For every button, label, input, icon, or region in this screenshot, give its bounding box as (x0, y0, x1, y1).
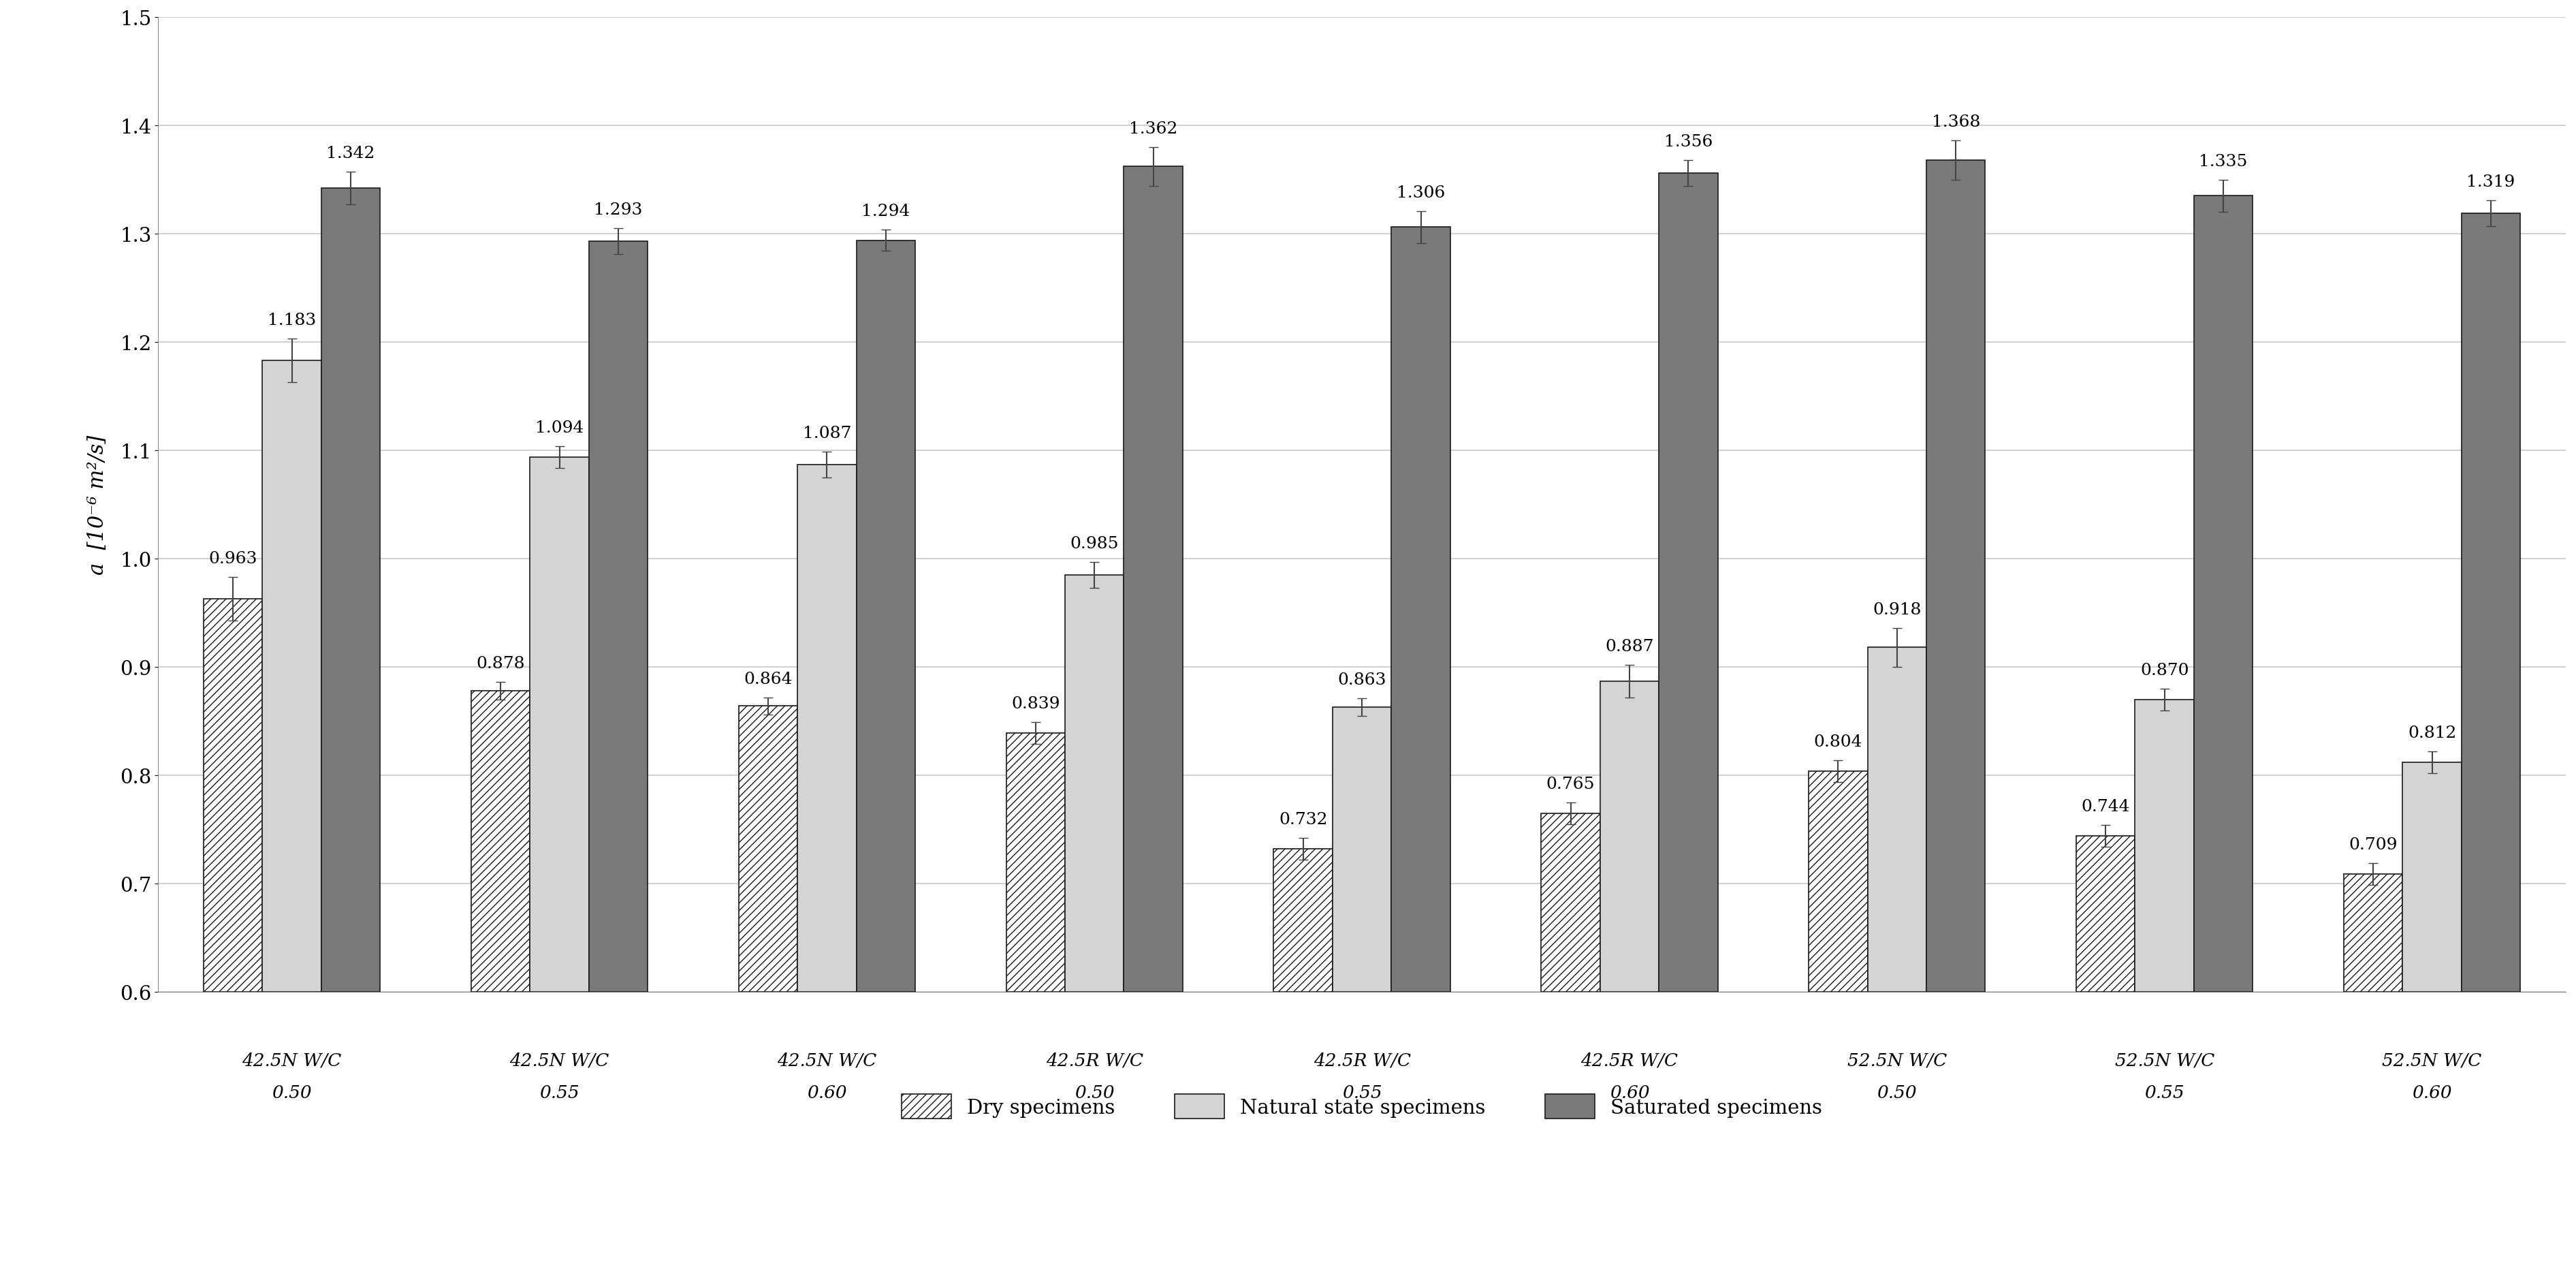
Text: 0.50: 0.50 (1878, 1084, 1917, 1101)
Bar (2463, 214, 2519, 992)
Text: 42.5R W/C: 42.5R W/C (1314, 1051, 1412, 1069)
Text: 0.50: 0.50 (1074, 1084, 1115, 1101)
Bar (2076, 836, 2136, 992)
Text: 0.765: 0.765 (1546, 777, 1595, 792)
Bar (1064, 576, 1123, 992)
Text: 0.918: 0.918 (1873, 602, 1922, 617)
Text: 0.744: 0.744 (2081, 799, 2130, 815)
Bar (531, 457, 590, 992)
Text: 0.839: 0.839 (1012, 696, 1059, 712)
Bar (2403, 763, 2463, 992)
Text: 42.5N W/C: 42.5N W/C (242, 1051, 343, 1069)
Y-axis label: a  [10⁻⁶ m²/s]: a [10⁻⁶ m²/s] (88, 435, 108, 574)
Bar (322, 188, 381, 992)
Text: 0.812: 0.812 (2409, 725, 2458, 741)
Text: 52.5N W/C: 52.5N W/C (2115, 1051, 2215, 1069)
Bar (471, 691, 531, 992)
Text: 0.887: 0.887 (1605, 639, 1654, 654)
Bar (2195, 196, 2254, 992)
Text: 0.709: 0.709 (2349, 836, 2398, 853)
Bar (1273, 849, 1332, 992)
Text: 0.804: 0.804 (1814, 734, 1862, 750)
Bar (1808, 772, 1868, 992)
Bar (1391, 228, 1450, 992)
Bar (855, 240, 914, 992)
Text: 0.55: 0.55 (538, 1084, 580, 1101)
Bar (739, 706, 799, 992)
Bar (204, 600, 263, 992)
Bar (1659, 173, 1718, 992)
Text: 0.55: 0.55 (2146, 1084, 2184, 1101)
Text: 1.306: 1.306 (1396, 185, 1445, 201)
Text: 1.183: 1.183 (268, 312, 317, 329)
Text: 0.60: 0.60 (1610, 1084, 1649, 1101)
Text: 1.356: 1.356 (1664, 134, 1713, 149)
Bar (1540, 813, 1600, 992)
Legend: Dry specimens, Natural state specimens, Saturated specimens: Dry specimens, Natural state specimens, … (891, 1084, 1832, 1128)
Text: 0.870: 0.870 (2141, 663, 2190, 678)
Text: 1.342: 1.342 (327, 145, 376, 162)
Text: 1.362: 1.362 (1128, 121, 1177, 137)
Text: 0.963: 0.963 (209, 552, 258, 567)
Text: 0.985: 0.985 (1069, 536, 1118, 552)
Bar (2344, 874, 2403, 992)
Text: 0.732: 0.732 (1278, 812, 1327, 827)
Bar (2136, 700, 2195, 992)
Text: 1.294: 1.294 (860, 204, 909, 219)
Text: 1.335: 1.335 (2200, 153, 2249, 170)
Text: 52.5N W/C: 52.5N W/C (2383, 1051, 2481, 1069)
Bar (799, 464, 855, 992)
Text: 42.5N W/C: 42.5N W/C (510, 1051, 608, 1069)
Bar (590, 242, 647, 992)
Bar (1927, 161, 1986, 992)
Bar (1600, 682, 1659, 992)
Text: 52.5N W/C: 52.5N W/C (1847, 1051, 1947, 1069)
Bar (1007, 734, 1064, 992)
Text: 42.5N W/C: 42.5N W/C (778, 1051, 876, 1069)
Text: 0.878: 0.878 (477, 657, 526, 672)
Text: 0.60: 0.60 (2411, 1084, 2452, 1101)
Text: 1.094: 1.094 (536, 420, 585, 435)
Bar (1123, 167, 1182, 992)
Text: 0.60: 0.60 (806, 1084, 848, 1101)
Text: 1.293: 1.293 (595, 202, 641, 218)
Text: 1.319: 1.319 (2468, 175, 2514, 190)
Bar (1332, 707, 1391, 992)
Bar (1868, 648, 1927, 992)
Text: 0.863: 0.863 (1337, 672, 1386, 688)
Text: 1.087: 1.087 (804, 425, 850, 441)
Text: 0.50: 0.50 (273, 1084, 312, 1101)
Text: 0.55: 0.55 (1342, 1084, 1381, 1101)
Text: 42.5R W/C: 42.5R W/C (1046, 1051, 1144, 1069)
Text: 1.368: 1.368 (1932, 115, 1981, 130)
Text: 0.864: 0.864 (744, 672, 793, 687)
Bar (263, 361, 322, 992)
Text: 42.5R W/C: 42.5R W/C (1582, 1051, 1677, 1069)
